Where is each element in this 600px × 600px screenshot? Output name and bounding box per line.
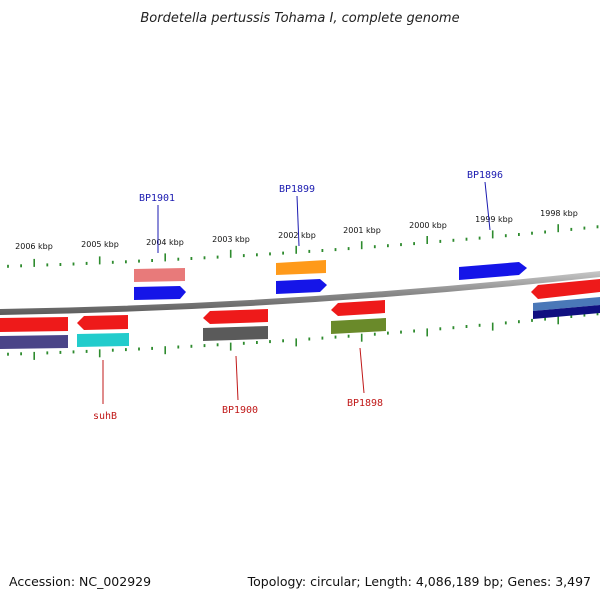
kbp-label: 2005 kbp — [81, 240, 119, 249]
kbp-label: 1999 kbp — [475, 215, 513, 224]
gene-feature-suhb[interactable] — [77, 315, 128, 330]
gene-feature[interactable] — [0, 335, 68, 349]
gene-label-forward[interactable]: BP1901 — [139, 193, 175, 204]
gene-label-forward[interactable]: BP1896 — [467, 170, 503, 181]
genome-backbone — [0, 271, 600, 315]
gene-feature[interactable] — [533, 297, 600, 311]
kbp-labels: 2006 kbp 2005 kbp 2004 kbp 2003 kbp 2002… — [15, 209, 578, 251]
gene-labels: BP1901 BP1899 BP1896 suhB BP1900 BP1898 — [93, 170, 503, 422]
gene-feature[interactable] — [134, 268, 185, 282]
kbp-label: 2000 kbp — [409, 221, 447, 230]
gene-feature[interactable] — [531, 279, 600, 299]
kbp-label: 1998 kbp — [540, 209, 578, 218]
kbp-label: 2003 kbp — [212, 235, 250, 244]
leader-line — [296, 195, 300, 247]
gene-feature[interactable] — [0, 317, 68, 332]
gene-feature[interactable] — [276, 260, 326, 275]
gene-feature[interactable] — [331, 318, 386, 334]
reverse-features — [0, 300, 386, 349]
forward-leaders — [157, 181, 491, 253]
leader-line — [359, 347, 365, 394]
gene-feature-bp1901[interactable] — [134, 286, 186, 300]
leader-line — [484, 181, 491, 231]
genome-summary-text: Topology: circular; Length: 4,086,189 bp… — [247, 574, 591, 589]
kbp-label: 2006 kbp — [15, 242, 53, 251]
leader-line — [235, 355, 239, 401]
kbp-label: 2002 kbp — [278, 231, 316, 240]
gene-feature-bp1896[interactable] — [459, 262, 527, 280]
gene-feature[interactable] — [533, 305, 600, 319]
gene-feature[interactable] — [77, 333, 129, 347]
accession-text: Accession: NC_002929 — [9, 574, 151, 589]
kbp-label: 2001 kbp — [343, 226, 381, 235]
outer-tick-track — [7, 224, 599, 268]
gene-feature[interactable] — [203, 326, 268, 341]
forward-features — [134, 260, 600, 319]
gene-label-reverse[interactable]: BP1900 — [222, 405, 258, 416]
gene-feature-bp1899[interactable] — [276, 279, 327, 294]
gene-label-forward[interactable]: BP1899 — [279, 184, 315, 195]
gene-feature-bp1900[interactable] — [203, 309, 268, 324]
kbp-label: 2004 kbp — [146, 238, 184, 247]
gene-feature-bp1898[interactable] — [331, 300, 385, 316]
gene-label-reverse[interactable]: suhB — [93, 411, 117, 422]
gene-label-reverse[interactable]: BP1898 — [347, 398, 383, 409]
map-title: Bordetella pertussis Tohama I, complete … — [140, 11, 459, 26]
inner-tick-track — [7, 312, 599, 360]
reverse-leaders — [102, 347, 365, 404]
